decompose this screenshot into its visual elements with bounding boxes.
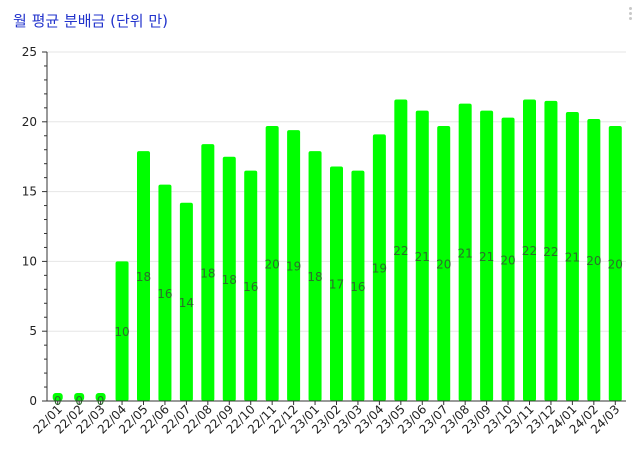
bar <box>544 100 558 402</box>
data-label: 14 <box>179 296 194 310</box>
bar <box>137 151 150 401</box>
vertical-dots-icon[interactable] <box>629 7 633 21</box>
bar <box>201 144 215 402</box>
data-label: 21 <box>458 246 473 260</box>
bar <box>437 125 451 401</box>
bar <box>523 99 536 402</box>
y-tick-label: 20 <box>22 115 37 129</box>
bar <box>52 393 63 401</box>
bar <box>458 103 472 401</box>
bar <box>158 184 172 401</box>
data-label: 10 <box>114 325 129 339</box>
bar <box>265 125 279 401</box>
bar <box>222 156 236 401</box>
data-label: 21 <box>479 250 494 264</box>
data-label: 20 <box>436 257 451 271</box>
bar <box>74 393 85 401</box>
data-label: 19 <box>286 260 301 274</box>
bars <box>52 99 622 402</box>
data-label: 16 <box>350 280 365 294</box>
data-label: 18 <box>136 270 151 284</box>
y-tick-label: 5 <box>29 324 37 338</box>
y-tick-label: 0 <box>29 394 37 408</box>
bar <box>308 151 322 401</box>
bar <box>480 110 494 402</box>
bar <box>415 110 429 402</box>
bar <box>330 166 343 401</box>
data-label: 21 <box>565 251 580 265</box>
bar <box>115 261 129 401</box>
data-label: 19 <box>372 262 387 276</box>
data-label: 21 <box>415 250 430 264</box>
bar <box>501 117 515 401</box>
data-label: 16 <box>157 287 172 301</box>
data-label: 18 <box>222 273 237 287</box>
data-label: 18 <box>200 267 215 281</box>
data-label: 22 <box>522 244 537 258</box>
data-label: 20 <box>500 253 515 267</box>
bar <box>179 202 193 401</box>
y-tick-label: 15 <box>22 185 37 199</box>
data-labels: 0001018161418181620191817161922212021212… <box>54 244 623 408</box>
data-label: 17 <box>329 278 344 292</box>
data-label: 18 <box>307 270 322 284</box>
chart-title: 월 평균 분배금 (단위 만) <box>13 12 168 30</box>
data-label: 20 <box>265 257 280 271</box>
bar <box>394 99 408 402</box>
bar <box>565 112 579 401</box>
data-label: 20 <box>586 254 601 268</box>
bar <box>351 170 365 401</box>
data-label: 22 <box>393 244 408 258</box>
y-tick-label: 10 <box>22 254 37 268</box>
data-label: 16 <box>243 280 258 294</box>
bar <box>287 130 301 401</box>
bar <box>244 170 258 401</box>
bar <box>372 134 386 401</box>
bar <box>608 125 622 401</box>
y-tick-label: 25 <box>22 45 37 59</box>
data-label: 20 <box>608 257 623 271</box>
bar <box>587 119 601 402</box>
data-label: 22 <box>543 245 558 259</box>
bar <box>95 393 106 401</box>
